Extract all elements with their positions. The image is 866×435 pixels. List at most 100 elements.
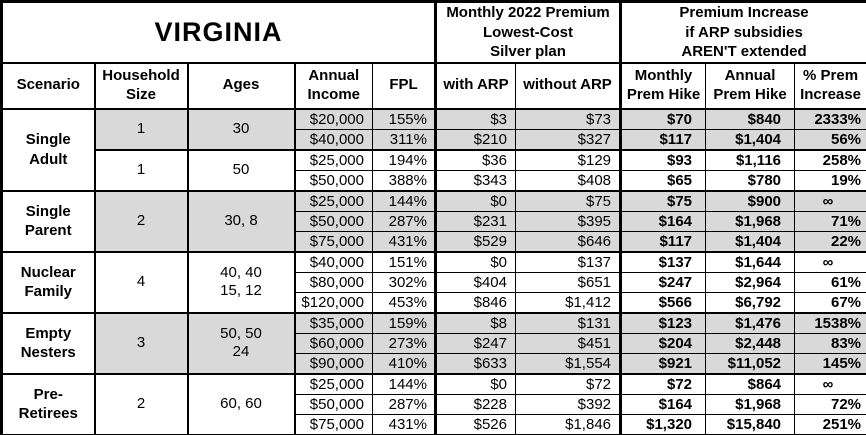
cell-fpl: 155% <box>372 107 436 130</box>
header-with-arp: with ARP <box>434 62 516 110</box>
cell-annual-income: $60,000 <box>293 332 373 354</box>
cell-pct-prem-increase: ∞ <box>794 189 866 212</box>
cell-with-arp: $0 <box>434 372 516 395</box>
cell-scenario: Single Parent <box>1 189 95 252</box>
cell-annual-prem-hike: $1,116 <box>705 148 796 171</box>
header-ages: Ages <box>186 62 295 110</box>
cell-without-arp: $327 <box>514 128 622 150</box>
cell-monthly-prem-hike: $1,320 <box>619 413 707 435</box>
cell-fpl: 194% <box>372 148 436 171</box>
cell-annual-prem-hike: $1,404 <box>705 230 796 252</box>
cell-monthly-prem-hike: $566 <box>619 291 707 313</box>
header-household-size: Household Size <box>93 62 188 110</box>
cell-without-arp: $131 <box>514 311 622 334</box>
table-row: $90,000 410% $633 $1,554 $921 $11,052 145% <box>2 352 866 374</box>
table-row: $75,000 431% $526 $1,846 $1,320 $15,840 251% <box>2 413 866 435</box>
cell-ages: 50, 50 24 <box>186 311 295 374</box>
cell-with-arp: $846 <box>434 291 516 313</box>
cell-monthly-prem-hike: $117 <box>619 128 707 150</box>
table-row: $75,000 431% $529 $646 $117 $1,404 22% <box>2 230 866 252</box>
cell-ages: 30 <box>186 107 295 150</box>
header-fpl: FPL <box>372 62 436 110</box>
cell-pct-prem-increase: 1538% <box>794 311 866 334</box>
cell-without-arp: $392 <box>514 393 622 415</box>
cell-monthly-prem-hike: $164 <box>619 210 707 232</box>
cell-with-arp: $36 <box>434 148 516 171</box>
cell-annual-income: $75,000 <box>293 230 373 252</box>
table-row: $60,000 273% $247 $451 $204 $2,448 83% <box>2 332 866 354</box>
table-title: VIRGINIA <box>1 1 436 64</box>
table-row: Nuclear Family 4 40, 40 15, 12 $40,000 151% $… <box>1 250 866 313</box>
cell-monthly-prem-hike: $164 <box>619 393 707 415</box>
premium-group-header: Monthly 2022 Premium Lowest-Cost Silver … <box>433 1 622 64</box>
cell-pct-prem-increase: 71% <box>794 210 866 232</box>
cell-monthly-prem-hike: $204 <box>619 332 707 354</box>
table-row: Pre- Retirees 2 60, 60 $25,000 144% $0 $72 $72 $… <box>1 372 866 435</box>
cell-annual-income: $120,000 <box>293 291 373 313</box>
cell-fpl: 410% <box>372 352 436 374</box>
cell-annual-prem-hike: $2,448 <box>705 332 796 354</box>
cell-annual-prem-hike: $900 <box>705 189 796 212</box>
cell-annual-prem-hike: $864 <box>705 372 796 395</box>
cell-fpl: 273% <box>372 332 436 354</box>
cell-scenario: Single Adult <box>1 107 95 191</box>
cell-annual-prem-hike: $1,476 <box>705 311 796 334</box>
cell-annual-income: $75,000 <box>293 413 373 435</box>
cell-pct-prem-increase: 251% <box>794 413 866 435</box>
cell-without-arp: $129 <box>514 148 622 171</box>
cell-annual-income: $25,000 <box>293 148 373 171</box>
cell-with-arp: $8 <box>434 311 516 334</box>
title-row: VIRGINIA Monthly 2022 Premium Lowest-Cos… <box>1 1 866 64</box>
cell-household-size: 2 <box>93 189 188 252</box>
cell-pct-prem-increase: 145% <box>794 352 866 374</box>
cell-fpl: 144% <box>372 372 436 395</box>
cell-ages: 50 <box>186 148 295 191</box>
cell-fpl: 287% <box>372 210 436 232</box>
cell-monthly-prem-hike: $247 <box>619 271 707 293</box>
table-row: $80,000 302% $404 $651 $247 $2,964 61% <box>2 271 866 293</box>
table-row: 1 50 $25,000 194% $36 $129 $93 $1,116 258% <box>2 148 866 191</box>
cell-annual-income: $80,000 <box>293 271 373 293</box>
cell-annual-income: $40,000 <box>293 128 373 150</box>
cell-pct-prem-increase: 22% <box>794 230 866 252</box>
cell-fpl: 453% <box>372 291 436 313</box>
cell-monthly-prem-hike: $117 <box>619 230 707 252</box>
cell-without-arp: $1,412 <box>514 291 622 313</box>
cell-with-arp: $529 <box>434 230 516 252</box>
cell-without-arp: $1,846 <box>514 413 622 435</box>
cell-with-arp: $404 <box>434 271 516 293</box>
cell-without-arp: $651 <box>514 271 622 293</box>
cell-household-size: 1 <box>93 148 188 191</box>
cell-without-arp: $137 <box>514 250 622 273</box>
cell-household-size: 2 <box>93 372 188 435</box>
header-annual-income: Annual Income <box>293 62 373 110</box>
cell-with-arp: $210 <box>434 128 516 150</box>
cell-fpl: 311% <box>372 128 436 150</box>
cell-annual-prem-hike: $2,964 <box>705 271 796 293</box>
cell-pct-prem-increase: 61% <box>794 271 866 293</box>
cell-monthly-prem-hike: $75 <box>619 189 707 212</box>
cell-pct-prem-increase: 258% <box>794 148 866 171</box>
cell-annual-income: $50,000 <box>293 393 373 415</box>
table-row: Single Parent 2 30, 8 $25,000 144% $0 $75 $75 $9… <box>1 189 866 252</box>
cell-monthly-prem-hike: $93 <box>619 148 707 171</box>
cell-annual-prem-hike: $1,644 <box>705 250 796 273</box>
cell-fpl: 287% <box>372 393 436 415</box>
table-row: $40,000 311% $210 $327 $117 $1,404 56% <box>2 128 866 150</box>
table-row: Empty Nesters 3 50, 50 24 $35,000 159% $8 $131… <box>1 311 866 374</box>
cell-monthly-prem-hike: $65 <box>619 169 707 191</box>
header-annual-prem-hike: Annual Prem Hike <box>705 62 796 110</box>
cell-household-size: 1 <box>93 107 188 150</box>
cell-annual-income: $35,000 <box>293 311 373 334</box>
cell-scenario: Empty Nesters <box>1 311 95 374</box>
cell-with-arp: $0 <box>434 250 516 273</box>
cell-fpl: 144% <box>372 189 436 212</box>
increase-group-header: Premium Increase if ARP subsidies AREN'T… <box>619 1 866 64</box>
cell-annual-prem-hike: $1,968 <box>705 210 796 232</box>
header-without-arp: without ARP <box>514 62 622 110</box>
cell-fpl: 431% <box>372 413 436 435</box>
cell-with-arp: $633 <box>434 352 516 374</box>
cell-scenario: Nuclear Family <box>1 250 95 313</box>
